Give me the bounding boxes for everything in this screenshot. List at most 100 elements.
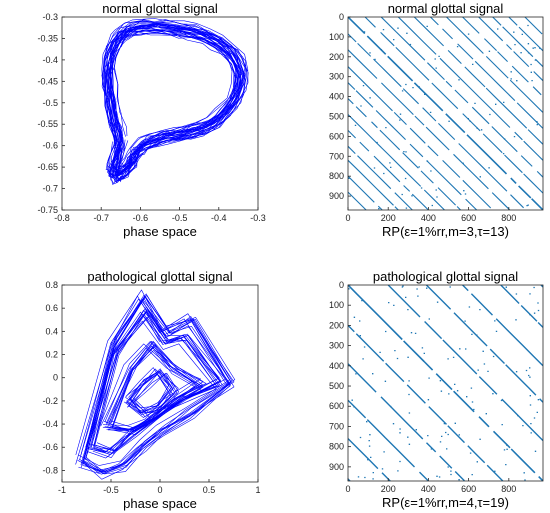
y-tick-label: 0 xyxy=(53,373,58,383)
phase-trajectory xyxy=(104,29,242,185)
x-tick-label: -0.7 xyxy=(93,213,109,223)
phase-trajectory xyxy=(129,369,175,416)
y-tick-label: -0.4 xyxy=(42,419,58,429)
y-tick-label: 600 xyxy=(329,401,344,411)
phase-trajectory xyxy=(132,372,178,418)
y-tick-label: 0 xyxy=(339,12,344,22)
y-tick-label: 0.4 xyxy=(45,326,58,336)
x-tick-label: 0 xyxy=(157,485,162,495)
x-tick-label: 200 xyxy=(381,484,396,494)
y-tick-label: -0.45 xyxy=(37,76,58,86)
phase-trajectory xyxy=(92,309,222,453)
recurrence-diagonal xyxy=(500,285,543,328)
recurrence-diagonal xyxy=(348,130,429,210)
y-tick-label: 500 xyxy=(329,381,344,391)
y-tick-label: 700 xyxy=(329,421,344,431)
recurrence-points xyxy=(348,24,541,210)
y-tick-label: -0.4 xyxy=(42,55,58,65)
y-tick-label: 800 xyxy=(329,442,344,452)
recurrence-diagonal xyxy=(413,17,543,145)
panel-3: -1 -0.5 0 0.5 1 0.8 0.6 0.4 0.2 0 -0.2 -0.4 -0.6 -0.8… xyxy=(42,269,260,511)
x-tick-label: 400 xyxy=(421,213,436,223)
panel-2: 0 200 400 600 800 0 100 200 300 400 500 600 700 800 90… xyxy=(329,1,544,239)
recurrence-diagonal xyxy=(387,285,543,442)
x-tick-label: 0 xyxy=(345,484,350,494)
recurrence-diagonal xyxy=(348,145,413,210)
x-tick-label: -0.5 xyxy=(172,213,188,223)
recurrence-diagonal xyxy=(446,17,543,113)
x-tick-label: 800 xyxy=(501,484,516,494)
recurrence-diagonal xyxy=(348,438,391,481)
phase-trajectory xyxy=(128,371,179,414)
chart-title: pathological glottal signal xyxy=(373,269,518,284)
axes-box xyxy=(61,16,259,211)
phase-trajectory xyxy=(105,346,201,432)
plot-area xyxy=(348,285,543,481)
recurrence-diagonal xyxy=(348,17,543,210)
recurrence-diagonal xyxy=(430,17,543,129)
phase-trajectory xyxy=(75,295,228,473)
y-tick-label: 200 xyxy=(329,320,344,330)
series xyxy=(348,285,543,481)
recurrence-diagonal xyxy=(348,66,492,209)
x-axis-label: RP(ε=1%rr,m=4,τ=19) xyxy=(382,495,509,510)
recurrence-diagonal xyxy=(348,399,429,481)
y-tick-label: 100 xyxy=(329,32,344,42)
recurrence-diagonal xyxy=(348,175,383,210)
recurrence-diagonal xyxy=(348,159,399,210)
x-tick-label: 0.5 xyxy=(203,485,216,495)
x-axis-label: RP(ε=1%rr,m=3,τ=13) xyxy=(382,224,509,239)
plot-area xyxy=(101,18,249,185)
phase-trajectory xyxy=(87,311,220,450)
recurrence-diagonal xyxy=(364,17,543,194)
phase-trajectory xyxy=(112,19,246,174)
y-tick-label: 800 xyxy=(329,171,344,181)
y-tick-label: -0.6 xyxy=(42,442,58,452)
y-tick-label: -0.75 xyxy=(37,205,58,215)
y-tick-label: -0.35 xyxy=(37,33,58,43)
x-tick-label: 800 xyxy=(501,213,516,223)
panel-1: -0.8 -0.7 -0.6 -0.5 -0.4 -0.3 -0.3 -0.35 -0.4 -0.… xyxy=(37,1,265,239)
phase-trajectory xyxy=(99,343,194,426)
phase-trajectory xyxy=(105,32,236,176)
phase-trajectory xyxy=(107,19,248,175)
plot-area xyxy=(75,289,236,480)
series xyxy=(101,18,249,185)
recurrence-diagonal xyxy=(478,17,543,82)
recurrence-diagonal xyxy=(348,363,465,481)
x-tick-label: 1 xyxy=(255,485,260,495)
y-tick-label: 0 xyxy=(339,280,344,290)
phase-trajectory xyxy=(106,31,238,179)
recurrence-diagonal xyxy=(348,114,445,210)
phase-trajectory xyxy=(82,301,231,473)
phase-trajectory xyxy=(92,311,223,455)
x-tick-label: 400 xyxy=(421,484,436,494)
recurrence-diagonal xyxy=(348,191,367,210)
phase-trajectory xyxy=(91,309,221,451)
axes-box xyxy=(347,284,544,482)
y-tick-label: 100 xyxy=(329,300,344,310)
phase-trajectory xyxy=(80,293,236,473)
recurrence-diagonal xyxy=(348,33,524,209)
y-tick-label: -0.55 xyxy=(37,119,58,129)
y-tick-label: -0.5 xyxy=(42,98,58,108)
phase-trajectory xyxy=(109,32,242,180)
phase-trajectory xyxy=(94,314,222,454)
chart-title: normal glottal signal xyxy=(388,1,504,16)
y-tick-label: 900 xyxy=(329,191,344,201)
phase-trajectory xyxy=(106,21,239,173)
x-tick-label: 600 xyxy=(461,484,476,494)
recurrence-diagonal xyxy=(425,285,543,403)
x-tick-label: 200 xyxy=(381,213,396,223)
panel-4: 0 200 400 600 800 0 100 200 300 400 500 600 700 800 90… xyxy=(329,269,544,510)
x-tick-label: -0.5 xyxy=(103,485,119,495)
phase-trajectory xyxy=(105,23,245,182)
phase-trajectory xyxy=(124,372,170,414)
y-tick-label: 200 xyxy=(329,52,344,62)
y-tick-label: 400 xyxy=(329,361,344,371)
axes-box xyxy=(347,16,544,211)
y-tick-label: -0.7 xyxy=(42,184,58,194)
phase-trajectory xyxy=(108,340,203,431)
y-tick-label: 700 xyxy=(329,151,344,161)
x-tick-label: -0.6 xyxy=(133,213,149,223)
